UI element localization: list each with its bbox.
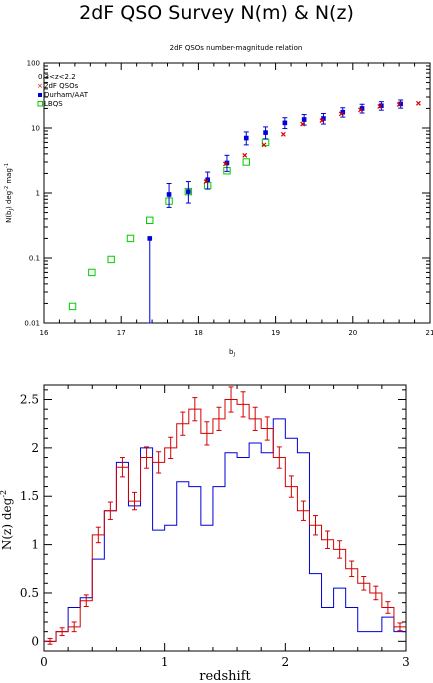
chart1-xlabel: bJ <box>229 348 235 358</box>
chart1-data <box>68 99 421 324</box>
chart1-plot-frame <box>43 62 431 324</box>
chart1-legend: 0.3<z<2.2 × 2dF QSOs Durham/AAT LBQS <box>37 73 89 108</box>
lbqs-point <box>88 268 96 277</box>
2df-point <box>280 131 286 137</box>
legend-marker-2df: × <box>37 82 43 90</box>
chart1-title: 2dF QSOs number-magnitude relation <box>170 44 303 52</box>
page-title: 2dF QSO Survey N(m) & N(z) <box>79 2 354 24</box>
lbqs-point <box>68 302 77 311</box>
y-tick-label: 0.01 <box>24 320 40 328</box>
legend-label-2df: 2dF QSOs <box>44 82 79 90</box>
y-tick-label: 0.1 <box>29 255 40 263</box>
y-tick-label: 1 <box>31 538 39 552</box>
y-tick-label: 1 <box>36 190 40 198</box>
2df-point <box>300 121 306 127</box>
chart2-data <box>44 386 406 645</box>
y-tick-label: 1.5 <box>20 489 39 503</box>
durham-point <box>282 120 288 126</box>
y-tick-label: 100 <box>27 60 40 68</box>
chart1-x-ticks: 16 17 18 19 20 21 <box>40 63 433 337</box>
legend-marker-lbqs <box>37 101 43 107</box>
chart2-y-ticks: 0 0.5 1 1.5 2 2.5 <box>20 389 406 648</box>
durham-point <box>379 103 384 109</box>
chart2-ylabel: N(z) deg-2 <box>0 490 14 550</box>
legend-label-lbqs: LBQS <box>44 100 63 108</box>
red-histogram <box>44 399 406 642</box>
x-tick-label: 2 <box>282 655 290 669</box>
2df-point <box>222 161 228 167</box>
lbqs-point <box>242 158 250 166</box>
legend-label-durham: Durham/AAT <box>44 91 89 99</box>
2df-point <box>415 100 421 106</box>
x-tick-label: 19 <box>271 329 280 337</box>
chart1-ylabel: N(bJ) deg-2 mag-1 <box>4 163 15 223</box>
2df-point <box>319 118 325 124</box>
durham-point <box>301 117 307 122</box>
2df-point <box>358 107 363 113</box>
x-tick-label: 18 <box>194 329 203 337</box>
chart2-xlabel: redshift <box>199 669 251 683</box>
y-tick-label: 10 <box>31 125 40 133</box>
y-tick-label: 0 <box>31 634 39 648</box>
durham-point <box>243 135 249 141</box>
x-tick-label: 0 <box>40 655 48 669</box>
chart2-x-ticks: 0 1 2 3 <box>40 385 410 669</box>
2df-point <box>338 111 344 117</box>
durham-point <box>166 192 172 197</box>
legend-title: 0.3<z<2.2 <box>38 73 76 81</box>
durham-point <box>263 130 268 135</box>
x-tick-label: 21 <box>426 329 433 337</box>
x-tick-label: 1 <box>161 655 169 669</box>
2df-point <box>377 103 383 109</box>
2df-point <box>203 179 209 184</box>
y-tick-label: 2 <box>31 441 39 455</box>
y-tick-label: 0.5 <box>20 586 39 600</box>
durham-point <box>147 236 153 241</box>
durham-point <box>398 101 403 107</box>
x-tick-label: 16 <box>40 329 49 337</box>
x-tick-label: 3 <box>402 655 410 669</box>
lbqs-point <box>126 234 135 243</box>
2df-point <box>242 152 248 158</box>
2df-point <box>261 142 267 148</box>
chart1-y-ticks: 0.01 0.1 1 10 100 <box>24 60 430 328</box>
lbqs-point <box>146 216 154 225</box>
x-tick-label: 20 <box>348 329 357 337</box>
x-tick-label: 17 <box>117 329 126 337</box>
2df-point <box>396 102 402 107</box>
chart2-plot-frame <box>43 384 407 652</box>
y-tick-label: 2.5 <box>20 393 39 407</box>
lbqs-point <box>107 255 115 264</box>
legend-marker-durham <box>38 93 42 97</box>
durham-point <box>186 189 191 194</box>
